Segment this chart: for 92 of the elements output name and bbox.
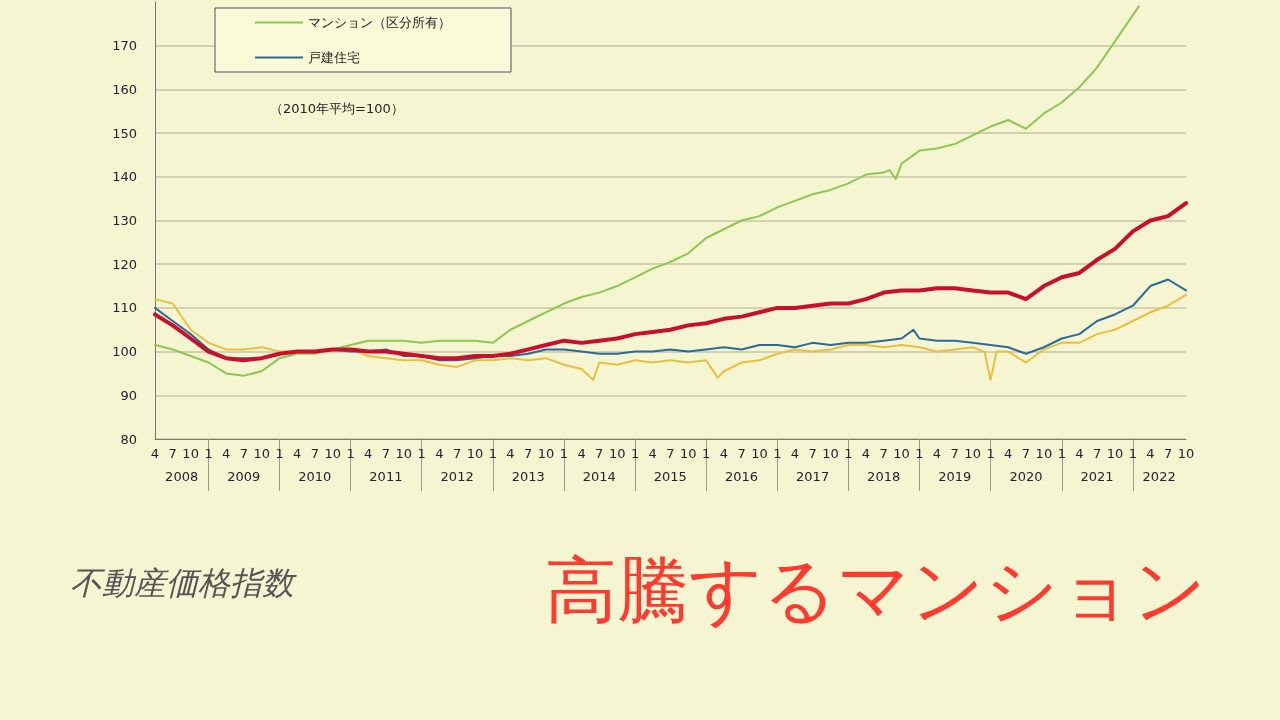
x2-tick-label: 2011	[369, 469, 403, 484]
legend-label: マンション（区分所有）	[308, 15, 451, 30]
x-tick-label: 7	[595, 446, 604, 461]
x-tick-label: 10	[964, 446, 981, 461]
x2-tick-label: 2013	[511, 469, 545, 484]
x-tick-label: 10	[679, 446, 697, 461]
annotation: （2010年平均=100）	[270, 101, 404, 116]
y-tick-label: 140	[112, 169, 137, 185]
x-tick-label: 4	[932, 446, 942, 461]
x-tick-label: 4	[1146, 446, 1155, 461]
x-tick-label: 10	[324, 446, 342, 461]
x-tick-label: 4	[1004, 446, 1013, 461]
x2-tick-label: 2008	[165, 469, 199, 484]
y-tick-label: 100	[112, 344, 137, 360]
y-tick-label: 80	[120, 431, 137, 447]
x-tick-label: 7	[666, 446, 675, 461]
y-tick-label: 120	[112, 256, 137, 272]
text: 高騰するマンション	[545, 548, 1207, 632]
x-tick-label: 1	[346, 446, 355, 461]
x-tick-label: 4	[292, 446, 302, 461]
x-tick-label: 7	[1163, 446, 1173, 461]
y-tick-label: 160	[112, 81, 137, 97]
x-tick-label: 1	[488, 446, 498, 461]
x-tick-label: 4	[1075, 446, 1084, 461]
x-tick-label: 10	[395, 446, 413, 461]
line-series	[154, 5, 1140, 377]
x-tick-label: 10	[608, 446, 626, 461]
x2-tick-label: 2009	[227, 469, 261, 484]
x-tick-label: 4	[577, 446, 586, 461]
line-series	[154, 293, 1187, 382]
x-tick-label: 4	[861, 446, 871, 461]
y-tick-label: 150	[112, 125, 137, 141]
x-tick-label: 1	[986, 446, 995, 461]
x-tick-label: 1	[275, 446, 284, 461]
x-tick-label: 1	[417, 446, 426, 461]
x-tick-label: 7	[1092, 446, 1102, 461]
x-tick-label: 1	[701, 446, 711, 461]
x-tick-label: 7	[808, 446, 817, 461]
x-tick-label: 7	[453, 446, 462, 461]
x-tick-label: 10	[537, 446, 555, 461]
x-tick-label: 4	[221, 446, 231, 461]
x-tick-label: 1	[559, 446, 569, 461]
x-tick-label: 4	[506, 446, 515, 461]
x-tick-label: 1	[844, 446, 853, 461]
text: 不動産価格指数	[70, 564, 297, 602]
x-tick-label: 10	[893, 446, 910, 461]
x-tick-label: 1	[630, 446, 640, 461]
x-tick-label: 10	[822, 446, 839, 461]
x-tick-label: 1	[915, 446, 924, 461]
x-tick-label: 4	[790, 446, 800, 461]
x2-tick-label: 2021	[1080, 469, 1114, 484]
x-tick-label: 7	[239, 446, 248, 461]
y-tick-label: 170	[112, 38, 137, 54]
x-tick-label: 10	[1106, 446, 1124, 461]
x-tick-label: 4	[719, 446, 728, 461]
x-tick-label: 10	[253, 446, 270, 461]
x-tick-label: 7	[381, 446, 391, 461]
x-tick-label: 7	[879, 446, 888, 461]
x2-tick-label: 2016	[725, 469, 759, 484]
x-tick-label: 4	[364, 446, 373, 461]
x2-tick-label: 2019	[938, 469, 972, 484]
x-tick-label: 10	[1035, 446, 1053, 461]
y-tick-label: 110	[112, 300, 137, 316]
x-tick-label: 1	[204, 446, 213, 461]
line-series	[153, 201, 1188, 363]
y-tick-label: 90	[120, 387, 137, 403]
x2-tick-label: 2010	[298, 469, 332, 484]
x-tick-label: 10	[182, 446, 199, 461]
x-tick-label: 7	[310, 446, 319, 461]
x-tick-label: 1	[1057, 446, 1066, 461]
x-tick-label: 7	[524, 446, 533, 461]
x-tick-label: 1	[1128, 446, 1137, 461]
legend-label: 戸建住宅	[308, 50, 360, 65]
x2-tick-label: 2022	[1142, 469, 1176, 484]
x2-tick-label: 2012	[440, 469, 474, 484]
x2-tick-label: 2017	[796, 469, 830, 484]
x-tick-label: 7	[168, 446, 177, 461]
y-tick-label: 130	[112, 213, 137, 228]
x-tick-label: 4	[435, 446, 444, 461]
x-tick-label: 1	[773, 446, 782, 461]
x-tick-label: 7	[737, 446, 746, 461]
x-tick-label: 10	[751, 446, 768, 461]
x2-tick-label: 2018	[867, 469, 901, 484]
x2-tick-label: 2015	[653, 469, 687, 484]
x-tick-label: 4	[150, 446, 160, 461]
x-tick-label: 10	[1177, 446, 1195, 461]
x-tick-label: 4	[648, 446, 657, 461]
x2-tick-label: 2014	[582, 469, 616, 484]
x-tick-label: 7	[950, 446, 959, 461]
x-tick-label: 10	[466, 446, 484, 461]
x-tick-label: 7	[1021, 446, 1031, 461]
x2-tick-label: 2020	[1009, 469, 1043, 484]
